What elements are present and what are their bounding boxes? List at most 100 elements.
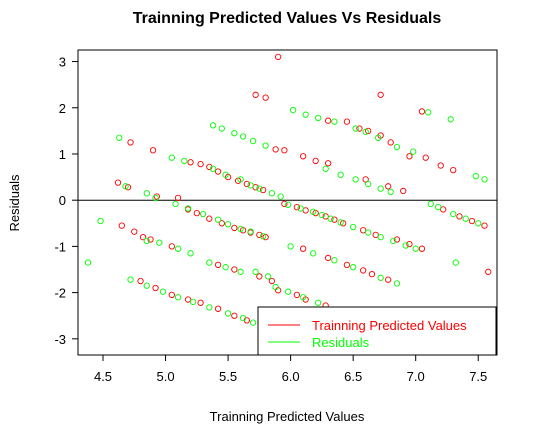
- data-point: [393, 143, 401, 151]
- data-point: [218, 220, 225, 227]
- data-point: [84, 259, 92, 266]
- legend-entry-label: Trainning Predicted Values: [312, 318, 467, 333]
- data-point: [262, 94, 269, 101]
- data-point: [256, 185, 263, 192]
- data-point: [214, 305, 222, 312]
- data-point: [237, 225, 244, 232]
- data-point: [393, 236, 401, 243]
- data-point: [418, 245, 426, 252]
- data-point: [118, 222, 125, 229]
- legend-box: [257, 306, 497, 356]
- data-point: [299, 153, 307, 160]
- data-point: [239, 314, 247, 322]
- x-tick-label: 5.5: [219, 369, 237, 384]
- data-point: [350, 264, 357, 271]
- data-point: [168, 154, 175, 161]
- data-point: [385, 183, 392, 190]
- data-point: [402, 242, 409, 249]
- data-point: [206, 304, 213, 311]
- data-point: [174, 194, 182, 202]
- data-point: [468, 217, 476, 225]
- data-point: [181, 157, 188, 165]
- data-point: [222, 264, 229, 271]
- data-point: [239, 133, 247, 140]
- y-tick-label: -3: [54, 332, 66, 347]
- data-point: [281, 200, 288, 208]
- data-point: [312, 157, 319, 165]
- data-point: [187, 250, 194, 257]
- data-point: [262, 142, 269, 149]
- chart-title: Trainning Predicted Values Vs Residuals: [133, 10, 442, 27]
- data-point: [418, 108, 426, 115]
- data-point: [425, 109, 432, 116]
- data-point: [174, 294, 182, 301]
- data-point: [293, 291, 301, 299]
- data-point: [231, 130, 238, 137]
- data-point: [284, 201, 292, 208]
- data-point: [368, 270, 376, 278]
- data-point: [390, 237, 397, 245]
- data-point: [122, 183, 129, 190]
- x-tick-label: 5.0: [157, 369, 175, 384]
- data-point: [331, 257, 338, 264]
- data-point: [152, 194, 159, 202]
- y-tick-label: 1: [59, 147, 66, 162]
- data-point: [456, 213, 463, 220]
- data-point: [406, 153, 413, 160]
- data-point: [337, 171, 344, 178]
- data-point: [137, 277, 144, 285]
- data-point: [184, 296, 192, 303]
- x-axis-label: Trainning Predicted Values: [210, 409, 365, 424]
- data-point: [331, 216, 338, 223]
- data-point: [322, 213, 329, 220]
- data-point: [97, 217, 104, 225]
- x-tick-label: 6.0: [282, 369, 300, 384]
- x-tick-label: 6.5: [344, 369, 362, 384]
- data-point: [385, 276, 392, 283]
- data-point: [435, 203, 442, 211]
- data-point: [222, 171, 229, 178]
- data-point: [422, 154, 429, 161]
- data-point: [143, 282, 150, 289]
- x-tick-label: 7.5: [469, 369, 487, 384]
- data-point: [297, 205, 304, 212]
- data-point: [365, 180, 372, 188]
- data-point: [314, 299, 322, 306]
- data-point: [372, 231, 379, 238]
- data-point: [174, 245, 182, 252]
- data-point: [281, 147, 288, 154]
- data-point: [352, 125, 359, 132]
- data-point: [231, 312, 238, 319]
- data-point: [147, 236, 154, 243]
- data-point: [168, 243, 175, 250]
- data-point: [410, 148, 417, 155]
- data-point: [116, 134, 123, 141]
- data-point: [377, 274, 384, 281]
- data-point: [172, 200, 179, 208]
- data-point: [362, 128, 369, 135]
- data-point: [324, 254, 332, 262]
- data-point: [485, 268, 492, 275]
- x-tick-label: 4.5: [94, 369, 112, 384]
- data-point: [387, 139, 394, 146]
- data-point: [322, 165, 329, 172]
- series-predicted: [114, 53, 492, 324]
- data-point: [268, 190, 276, 197]
- y-tick-label: 3: [59, 55, 66, 70]
- data-point: [231, 224, 238, 232]
- data-point: [365, 229, 372, 236]
- data-point: [187, 159, 194, 166]
- y-tick-label: -2: [54, 286, 66, 301]
- data-point: [406, 240, 413, 248]
- data-point: [252, 91, 259, 98]
- data-point: [264, 273, 272, 280]
- data-point: [427, 200, 434, 208]
- data-point: [131, 228, 138, 235]
- data-point: [481, 222, 488, 229]
- data-point: [249, 137, 257, 145]
- data-point: [199, 210, 207, 218]
- data-point: [237, 176, 244, 183]
- y-tick-label: 0: [59, 193, 66, 208]
- data-point: [287, 243, 294, 250]
